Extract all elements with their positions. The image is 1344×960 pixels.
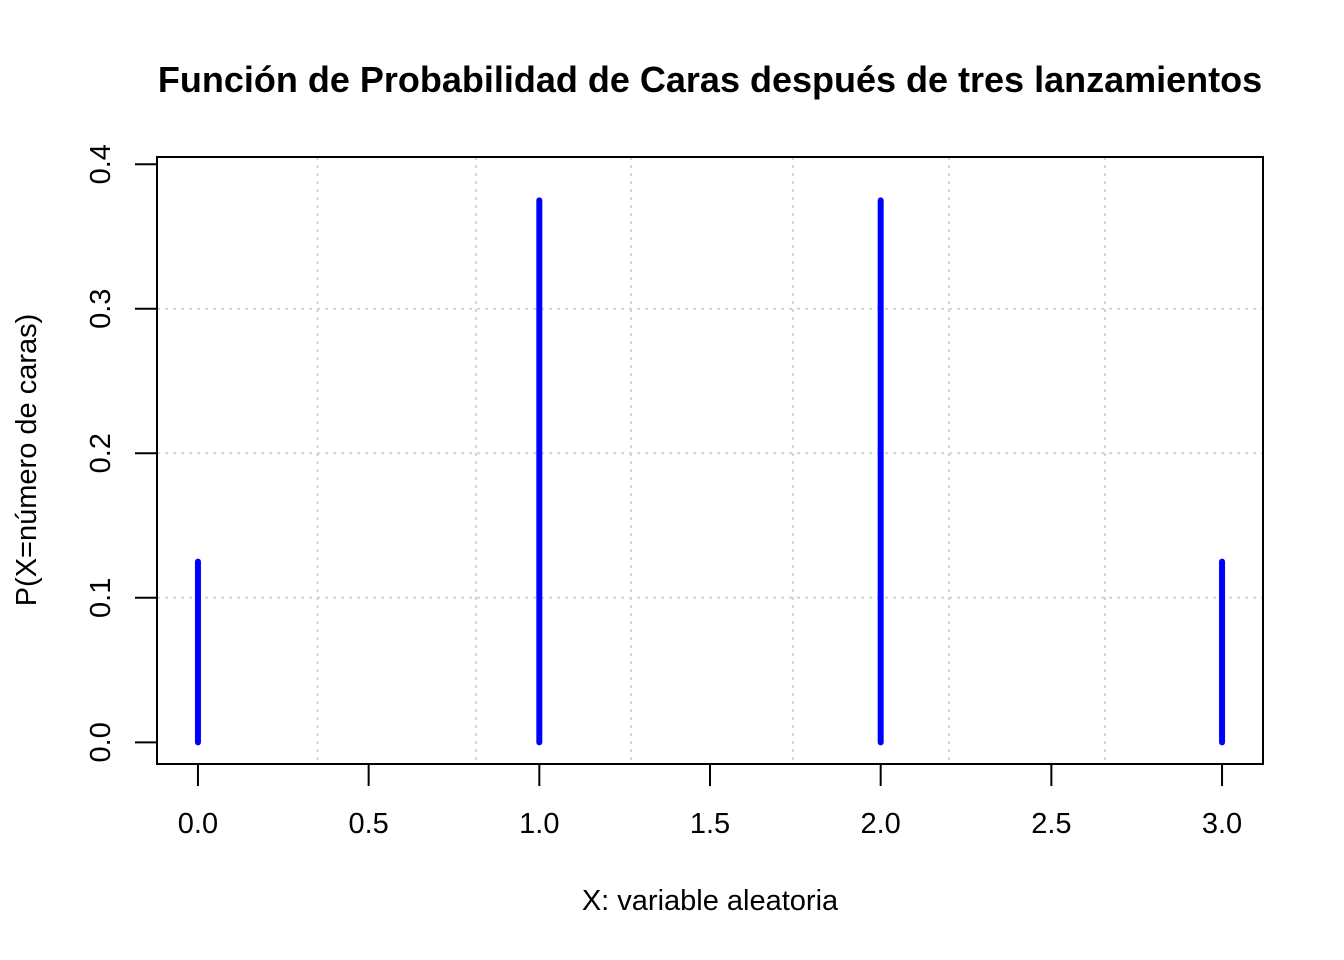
chart-title: Función de Probabilidad de Caras después… [158, 59, 1262, 100]
y-tick-label-3: 0.3 [85, 289, 117, 329]
y-tick-label-1: 0.1 [85, 578, 117, 618]
x-tick-label-1: 0.5 [348, 808, 388, 840]
y-axis-label: P(X=número de caras) [11, 314, 43, 607]
y-tick-label-0: 0.0 [85, 722, 117, 762]
x-tick-label-5: 2.5 [1031, 808, 1071, 840]
plot-frame [156, 156, 1264, 765]
grid-lines [157, 157, 1263, 764]
x-tick-label-6: 3.0 [1202, 808, 1242, 840]
y-tick-label-4: 0.4 [85, 144, 117, 184]
x-axis-label: X: variable aleatoria [582, 885, 839, 917]
x-tick-label-3: 1.5 [690, 808, 730, 840]
x-axis: 0.0 0.5 1.0 1.5 2.0 2.5 3.0 [178, 763, 1242, 840]
x-tick-label-2: 1.0 [519, 808, 559, 840]
probability-bars [194, 197, 1226, 746]
x-tick-label-4: 2.0 [861, 808, 901, 840]
y-tick-label-2: 0.2 [85, 433, 117, 473]
y-axis: 0.0 0.1 0.2 0.3 0.4 [85, 144, 157, 762]
x-tick-label-0: 0.0 [178, 808, 218, 840]
